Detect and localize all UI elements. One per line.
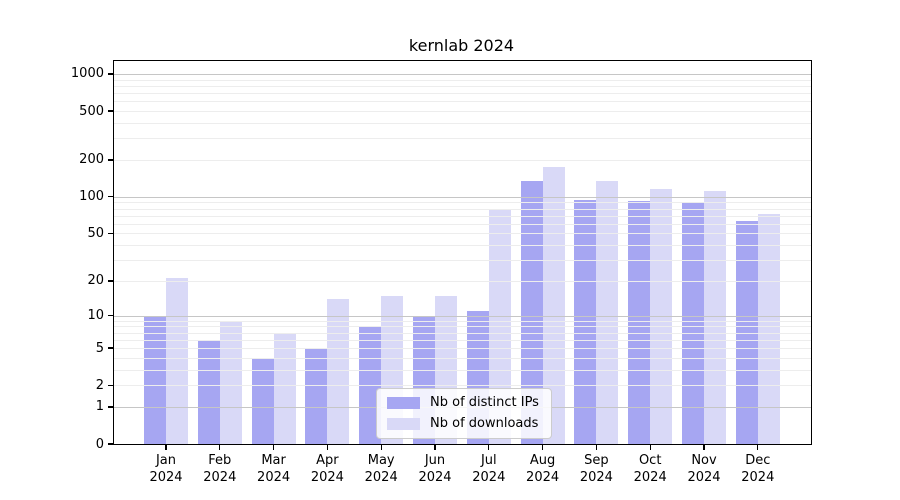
y-tick-label-100: 100: [79, 189, 104, 205]
x-tick-label-jun-2024: Jun 2024: [418, 453, 452, 485]
bar-downloads-jan-2024: [166, 278, 188, 444]
y-tick-0: [107, 443, 113, 445]
y-tick-1: [107, 406, 113, 408]
major-gridline-10: [114, 315, 811, 317]
x-tick-may-2024: [380, 445, 382, 450]
y-tick-50: [107, 232, 113, 235]
x-tick-label-nov-2024: Nov 2024: [687, 453, 721, 485]
y-tick-2: [107, 384, 113, 386]
bar-ips-feb-2024: [197, 339, 220, 444]
x-tick-label-oct-2024: Oct 2024: [633, 453, 667, 485]
plot-area: 0 1 2 5 10 20 50 100 200 500 1000 Jan 2024 Feb 2024 Mar…: [71, 60, 812, 485]
y-tick-label-0: 0: [95, 436, 104, 452]
bar-ips-mar-2024: [251, 357, 274, 444]
minor-gridline-30: [114, 260, 811, 262]
minor-gridline-50: [114, 233, 811, 235]
downloads-swatch-icon: [387, 418, 420, 430]
x-tick-label-jul-2024: Jul 2024: [472, 453, 506, 485]
x-tick-label-feb-2024: Feb 2024: [203, 453, 237, 485]
y-tick-label-2: 2: [95, 377, 104, 393]
x-tick-label-dec-2024: Dec 2024: [741, 453, 775, 485]
bar-downloads-mar-2024: [273, 332, 296, 444]
y-tick-5: [107, 347, 113, 349]
minor-gridline-300: [114, 138, 811, 140]
minor-gridline-40: [114, 245, 811, 247]
minor-gridline-70: [114, 215, 811, 217]
y-tick-label-500: 500: [79, 103, 104, 119]
y-tick-20: [107, 280, 113, 282]
bar-downloads-feb-2024: [219, 320, 242, 444]
minor-gridline-700: [114, 93, 811, 95]
y-tick-label-200: 200: [79, 152, 104, 168]
y-tick-1000: [107, 73, 113, 75]
minor-gridline-200: [114, 159, 811, 161]
bar-ips-jan-2024: [144, 315, 166, 444]
bar-downloads-dec-2024: [757, 214, 780, 444]
chart-title: kernlab 2024: [408, 36, 515, 55]
x-tick-label-mar-2024: Mar 2024: [257, 453, 291, 485]
minor-gridline-60: [114, 223, 811, 225]
minor-gridline-8: [114, 326, 811, 328]
y-tick-label-5: 5: [95, 340, 104, 356]
x-tick-apr-2024: [326, 445, 329, 450]
bar-downloads-aug-2024: [542, 167, 565, 444]
x-tick-sep-2024: [595, 445, 598, 450]
legend-item-distinct-ips: Nb of distinct IPs: [387, 396, 539, 410]
minor-gridline-800: [114, 85, 811, 87]
x-tick-aug-2024: [541, 445, 544, 450]
minor-gridline-4: [114, 357, 811, 359]
bar-ips-oct-2024: [628, 201, 651, 444]
major-gridline-100: [114, 196, 811, 198]
y-tick-100: [107, 196, 113, 198]
x-tick-label-jan-2024: Jan 2024: [149, 453, 183, 485]
minor-gridline-90: [114, 202, 811, 204]
y-tick-label-50: 50: [87, 225, 104, 241]
x-tick-label-sep-2024: Sep 2024: [579, 453, 613, 485]
y-tick-200: [107, 159, 113, 161]
x-tick-jun-2024: [434, 445, 436, 450]
legend-label-downloads: Nb of downloads: [430, 416, 539, 431]
bar-ips-aug-2024: [520, 180, 543, 444]
bar-downloads-sep-2024: [596, 180, 619, 444]
x-tick-dec-2024: [757, 445, 759, 450]
x-tick-mar-2024: [272, 445, 275, 450]
x-tick-nov-2024: [703, 445, 705, 450]
major-gridline-1000: [114, 73, 811, 75]
x-tick-label-may-2024: May 2024: [364, 453, 398, 485]
y-tick-label-10: 10: [87, 308, 104, 324]
minor-gridline-9: [114, 320, 811, 322]
ips-swatch-icon: [387, 397, 420, 409]
minor-gridline-6: [114, 339, 811, 341]
bar-ips-nov-2024: [682, 202, 704, 444]
y-tick-500: [107, 110, 113, 112]
legend-label-ips: Nb of distinct IPs: [430, 395, 539, 410]
x-tick-feb-2024: [219, 445, 221, 450]
legend-item-downloads: Nb of downloads: [387, 417, 539, 431]
minor-gridline-600: [114, 101, 811, 103]
y-tick-label-1000: 1000: [70, 66, 104, 82]
minor-gridline-900: [114, 79, 811, 81]
minor-gridline-5: [114, 348, 811, 350]
y-tick-label-20: 20: [87, 273, 104, 289]
minor-gridline-3: [114, 369, 811, 371]
x-tick-jan-2024: [165, 445, 167, 450]
minor-gridline-7: [114, 332, 811, 334]
legend: Nb of distinct IPs Nb of downloads: [376, 388, 552, 439]
bar-downloads-oct-2024: [650, 189, 673, 444]
x-tick-jul-2024: [488, 445, 490, 450]
minor-gridline-400: [114, 122, 811, 124]
x-tick-oct-2024: [649, 445, 651, 450]
bar-downloads-nov-2024: [704, 190, 726, 444]
x-tick-label-apr-2024: Apr 2024: [310, 453, 344, 485]
minor-gridline-80: [114, 208, 811, 210]
minor-gridline-2: [114, 385, 811, 387]
x-tick-label-aug-2024: Aug 2024: [526, 453, 560, 485]
y-tick-10: [107, 314, 113, 317]
y-tick-label-1: 1: [95, 399, 104, 415]
bar-ips-apr-2024: [305, 348, 328, 444]
minor-gridline-500: [114, 111, 811, 113]
minor-gridline-20: [114, 280, 811, 282]
